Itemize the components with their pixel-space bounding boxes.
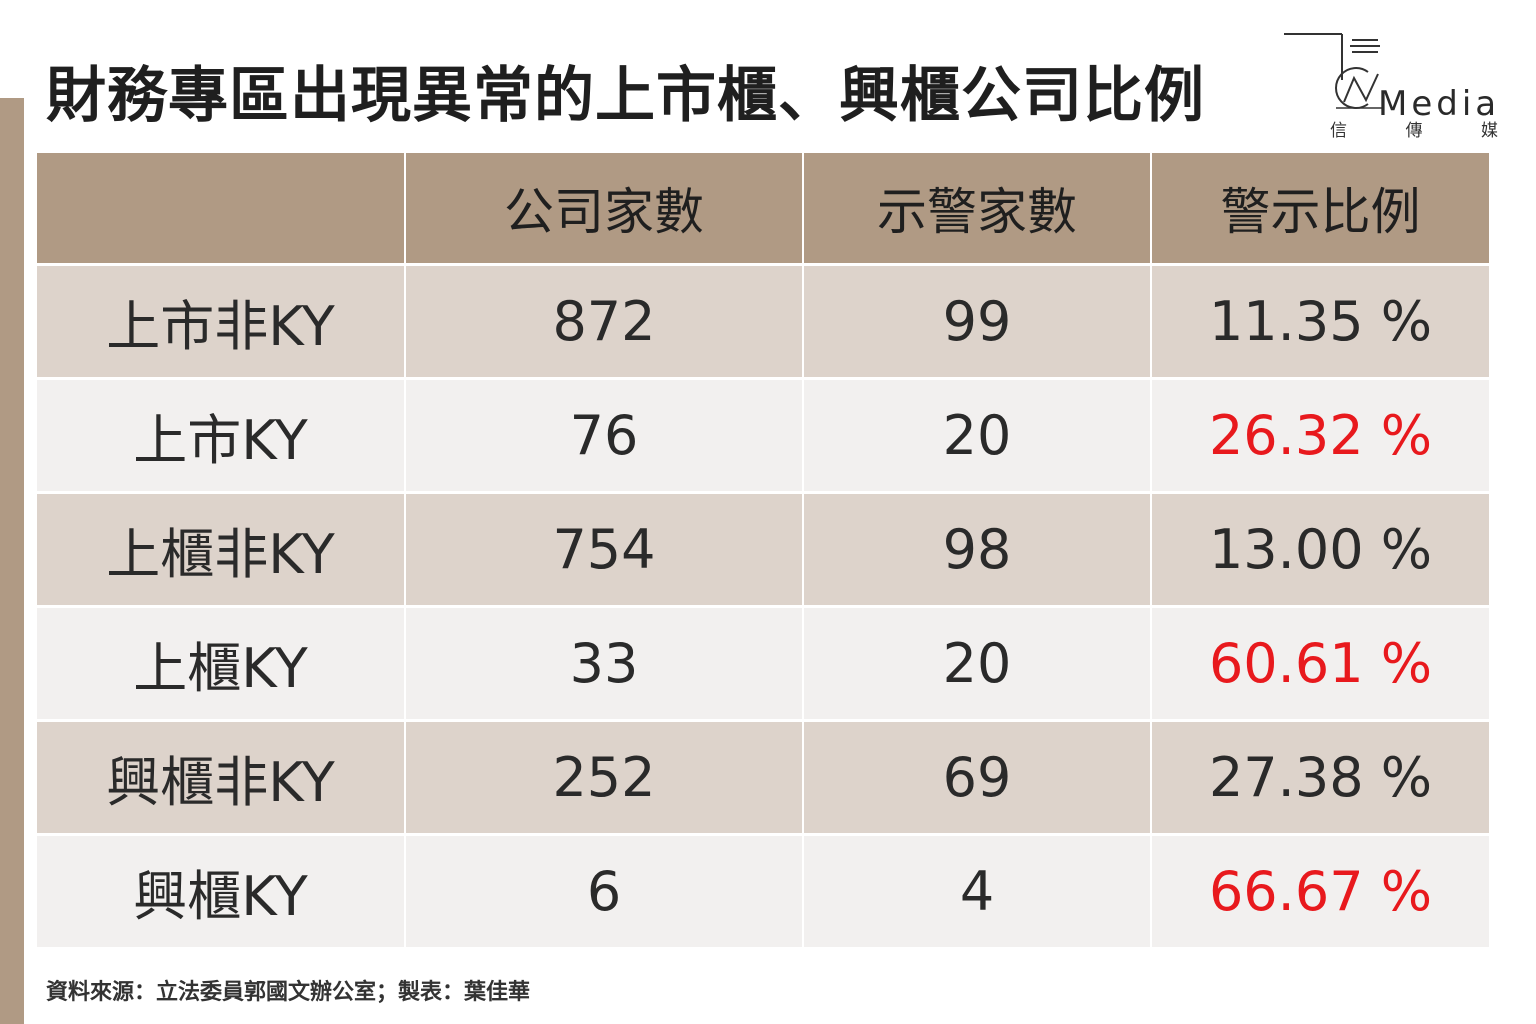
row-label-cell: 上櫃KY <box>37 606 406 722</box>
row-label-cell: 上市非KY <box>37 264 406 380</box>
warnings-cell: 98 <box>803 492 1152 608</box>
header-cell-ratio: 警示比例 <box>1151 153 1489 266</box>
logo-mark-icon <box>1284 33 1382 109</box>
warnings-cell: 20 <box>803 378 1152 494</box>
row-label-cell: 上櫃非KY <box>37 492 406 608</box>
logo-sub-char: 傳 <box>1405 121 1423 141</box>
page-title: 財務專區出現異常的上市櫃、興櫃公司比例 <box>46 61 1205 131</box>
header-cell-warnings: 示警家數 <box>803 153 1152 266</box>
ratio-cell: 60.61 % <box>1151 606 1489 722</box>
ratio-cell: 27.38 % <box>1151 720 1489 836</box>
table-row: 興櫃非KY 252 69 27.38 % <box>37 720 1489 836</box>
row-label-cell: 興櫃非KY <box>37 720 406 836</box>
ratio-cell: 66.67 % <box>1151 834 1489 950</box>
table-row: 上市非KY 872 99 11.35 % <box>37 264 1489 380</box>
warnings-cell: 20 <box>803 606 1152 722</box>
companies-cell: 76 <box>405 378 804 494</box>
table-row: 上櫃非KY 754 98 13.00 % <box>37 492 1489 608</box>
row-label-cell: 興櫃KY <box>37 834 406 950</box>
warnings-cell: 99 <box>803 264 1152 380</box>
side-accent-bar <box>0 98 24 1024</box>
logo-subtitle: 信 傳 媒 <box>1330 120 1498 142</box>
logo-sub-char: 信 <box>1330 121 1347 141</box>
table-row: 上市KY 76 20 26.32 % <box>37 378 1489 494</box>
warning-ratio-table: 公司家數 示警家數 警示比例 上市非KY 872 99 11.35 % 上市KY 76 20… <box>37 153 1489 950</box>
header-cell-category <box>37 153 406 266</box>
warnings-cell: 69 <box>803 720 1152 836</box>
table-row: 上櫃KY 33 20 60.61 % <box>37 606 1489 722</box>
table-body: 上市非KY 872 99 11.35 % 上市KY 76 20 26.32 % 上櫃非KY 754… <box>37 264 1489 950</box>
companies-cell: 33 <box>405 606 804 722</box>
companies-cell: 754 <box>405 492 804 608</box>
table-row: 興櫃KY 6 4 66.67 % <box>37 834 1489 950</box>
logo-word: Media <box>1378 84 1501 124</box>
table-header-row: 公司家數 示警家數 警示比例 <box>37 153 1489 266</box>
media-logo: Media 信 傳 媒 <box>1282 30 1498 142</box>
companies-cell: 872 <box>405 264 804 380</box>
ratio-cell: 13.00 % <box>1151 492 1489 608</box>
ratio-cell: 26.32 % <box>1151 378 1489 494</box>
companies-cell: 6 <box>405 834 804 950</box>
logo-sub-char: 媒 <box>1481 121 1498 141</box>
warnings-cell: 4 <box>803 834 1152 950</box>
ratio-cell: 11.35 % <box>1151 264 1489 380</box>
companies-cell: 252 <box>405 720 804 836</box>
header-cell-companies: 公司家數 <box>405 153 804 266</box>
row-label-cell: 上市KY <box>37 378 406 494</box>
source-note: 資料來源：立法委員郭國文辦公室；製表：葉佳華 <box>46 980 531 1005</box>
